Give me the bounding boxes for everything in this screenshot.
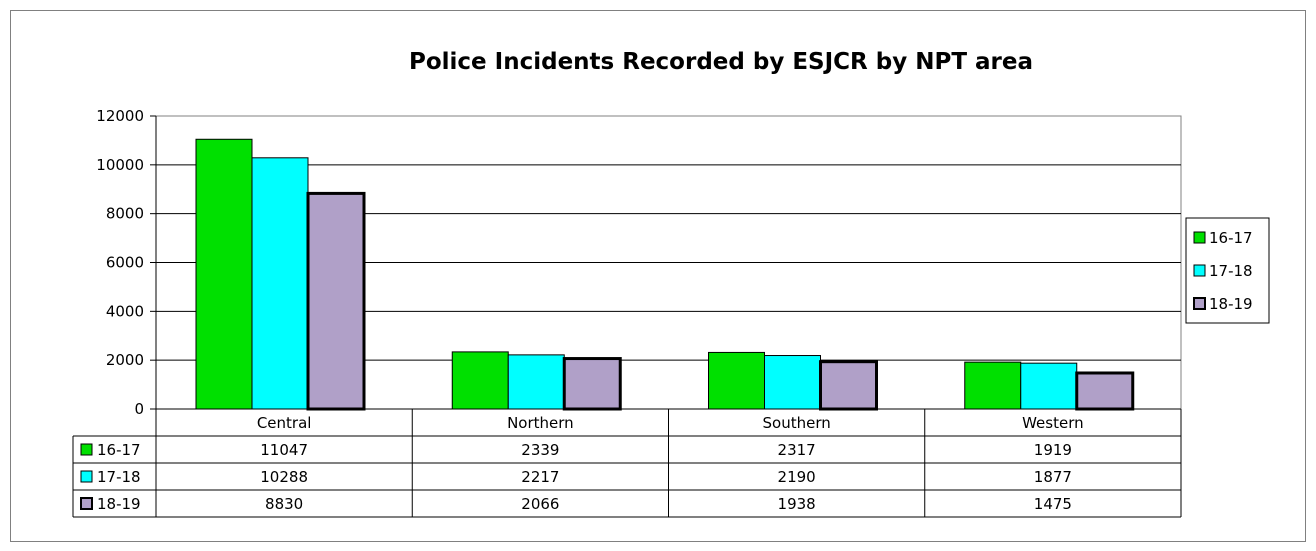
y-tick-label: 6000 (106, 254, 144, 272)
bar-18-19-western (1075, 371, 1135, 411)
bar-18-19-northern (562, 357, 622, 411)
x-tick-label: Western (1022, 414, 1084, 432)
y-tick-label: 10000 (96, 156, 144, 174)
table-series-label: 17-18 (97, 468, 141, 486)
y-tick-label: 12000 (96, 107, 144, 125)
data-label: 10288 (260, 468, 308, 486)
bar-17-18-western (1020, 362, 1078, 410)
legend-label: 18-19 (1209, 295, 1253, 313)
data-label: 2339 (521, 441, 559, 459)
data-label: 2217 (521, 468, 559, 486)
bar-16-17-northern (451, 351, 509, 410)
data-table: Central Northern Southern Western 16-17 11047… (72, 409, 1182, 518)
y-tick-label: 0 (134, 400, 144, 418)
data-label: 1877 (1034, 468, 1072, 486)
legend: 16-17 17-18 18-19 (1185, 217, 1270, 324)
plot-area: 0 2000 4000 6000 8000 10000 12000 (96, 107, 1182, 418)
x-tick-label: Southern (763, 414, 831, 432)
data-label: 1475 (1034, 495, 1072, 513)
y-tick-label: 8000 (106, 205, 144, 223)
bar-18-19-southern (819, 360, 878, 411)
table-key-swatch (80, 443, 93, 456)
legend-label: 17-18 (1209, 262, 1253, 280)
chart-frame: Police Incidents Recorded by ESJCR by NP… (10, 10, 1306, 542)
bar-16-17-central (195, 138, 253, 410)
bar-17-18-southern (764, 355, 821, 410)
table-series-label: 18-19 (97, 495, 141, 513)
bar-17-18-northern (507, 354, 565, 410)
legend-label: 16-17 (1209, 229, 1253, 247)
data-label: 11047 (260, 441, 308, 459)
data-label: 2066 (521, 495, 559, 513)
table-key-swatch (80, 497, 93, 510)
legend-swatch (1193, 264, 1206, 277)
x-tick-label: Central (257, 414, 312, 432)
chart-title: Police Incidents Recorded by ESJCR by NP… (409, 49, 1033, 75)
legend-swatch (1193, 231, 1206, 244)
y-tick-label: 4000 (106, 302, 144, 320)
data-label: 2190 (778, 468, 816, 486)
bar-16-17-southern (708, 351, 765, 410)
table-key-swatch (80, 470, 93, 483)
data-label: 1919 (1034, 441, 1072, 459)
bar-18-19-central (306, 191, 366, 411)
table-series-label: 16-17 (97, 441, 141, 459)
data-label: 2317 (778, 441, 816, 459)
legend-swatch (1193, 297, 1206, 310)
bar-17-18-central (251, 157, 309, 410)
chart: Police Incidents Recorded by ESJCR by NP… (72, 49, 1270, 518)
data-label: 8830 (265, 495, 303, 513)
bar-16-17-western (964, 361, 1022, 410)
data-label: 1938 (778, 495, 816, 513)
y-tick-label: 2000 (106, 351, 144, 369)
x-tick-label: Northern (507, 414, 574, 432)
